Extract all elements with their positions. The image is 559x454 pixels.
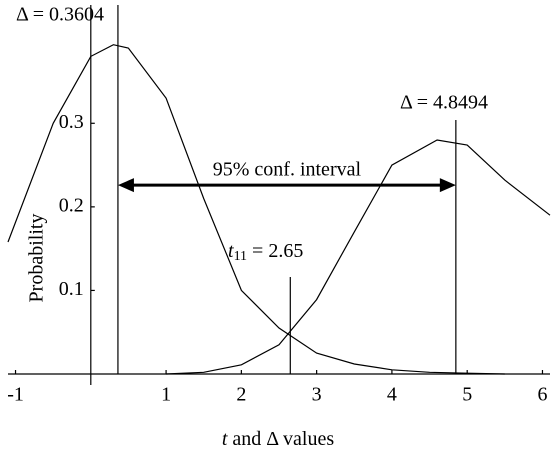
vline-label: Δ = 4.8494 [400,92,488,114]
vline-label: t11 = 2.65 [228,240,303,265]
vline-label-part: = 2.65 [247,240,303,262]
y-tick-label: 0.1 [59,278,84,300]
interval-label: 95% conf. interval [213,159,362,181]
curve [7,44,505,375]
x-tick-label: 3 [312,384,322,406]
x-tick-label: 2 [236,384,246,406]
x-axis-label-part: t [222,428,228,450]
y-tick-label: 0.2 [59,194,84,216]
x-tick-label: -1 [7,384,24,406]
arrow-head [439,178,456,193]
vline-label-part: 11 [234,249,247,264]
x-tick-label: 6 [537,384,547,406]
x-tick-label: 4 [387,384,397,406]
arrow-head [117,178,134,193]
y-axis-label: Probability [26,214,48,303]
curve [166,139,551,375]
y-tick-label: 0.3 [59,111,84,133]
x-axis-label: t and Δ values [222,428,335,450]
x-axis-label-part: and Δ values [227,428,334,450]
vline-label: Δ = 0.3604 [16,4,104,26]
vline-label-part: t [228,240,234,262]
x-tick-label: 5 [462,384,472,406]
x-tick-label: 1 [161,384,171,406]
